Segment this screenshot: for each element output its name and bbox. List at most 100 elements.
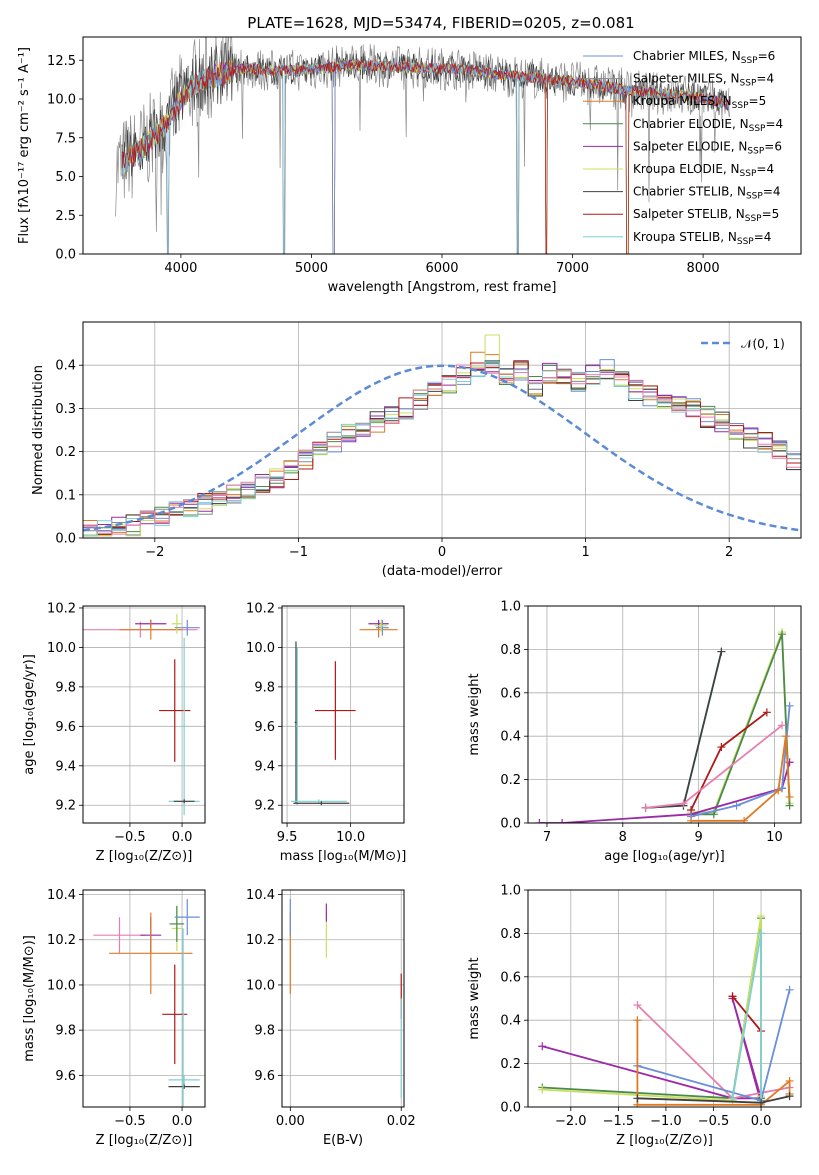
legend-label-main: Kroupa STELIB, N bbox=[633, 230, 737, 244]
weight-series-marker bbox=[740, 816, 749, 823]
y-tick-label: 10.0 bbox=[47, 93, 76, 108]
y-tick-label: 0.4 bbox=[500, 730, 521, 745]
x-tick-label: 0.0 bbox=[172, 1114, 193, 1129]
x-tick-label: 10 bbox=[766, 830, 783, 845]
y-tick-label: 0.6 bbox=[500, 970, 521, 985]
legend-label-eq: =4 bbox=[763, 185, 781, 199]
legend-label-eq: =6 bbox=[758, 49, 776, 63]
y-tick-label: 0.1 bbox=[55, 488, 76, 503]
weight-series-marker bbox=[538, 1085, 547, 1094]
spectrum-series-line bbox=[121, 58, 730, 254]
y-tick-label: 10.0 bbox=[47, 978, 76, 993]
legend-label-sub: SSP bbox=[749, 124, 766, 134]
y-tick-label: 10.2 bbox=[47, 933, 76, 948]
histogram-series-step bbox=[83, 360, 801, 535]
x-tick-label: 8000 bbox=[687, 261, 720, 276]
y-tick-label: 5.0 bbox=[55, 170, 76, 185]
weight-series-marker bbox=[728, 992, 737, 1001]
legend-label-main: Salpeter ELODIE, N bbox=[633, 139, 747, 153]
weight-series-marker bbox=[785, 1076, 794, 1085]
x-tick-label: −1.0 bbox=[650, 1114, 682, 1129]
weight-series-line bbox=[645, 651, 723, 809]
z-mass-panel: −0.5 0.0 9.6 9.8 10.0 10.2 10.4 Z [log₁₀(Z/Z⊙)]… bbox=[22, 888, 206, 1148]
plot-frame bbox=[82, 605, 206, 824]
weight-series-marker bbox=[633, 1016, 642, 1025]
x-tick-label: 10.0 bbox=[336, 830, 365, 845]
legend: Chabrier MILES, N SSP =6 Salpeter MILES, N S… bbox=[583, 49, 783, 247]
weight-series-marker bbox=[641, 803, 650, 812]
y-tick-label: 0.4 bbox=[500, 1014, 521, 1029]
errorbar-point bbox=[376, 619, 389, 636]
x-tick-label: 6000 bbox=[425, 261, 458, 276]
weight-series-marker bbox=[778, 721, 787, 730]
weight-series bbox=[641, 721, 787, 812]
weight-series-marker bbox=[633, 1001, 642, 1010]
weight-series-marker bbox=[687, 816, 696, 823]
y-axis-label: age [log₁₀(age/yr)] bbox=[22, 654, 37, 775]
weight-series-marker bbox=[778, 630, 787, 639]
x-tick-label: 4000 bbox=[164, 261, 197, 276]
weight-series-marker bbox=[717, 647, 726, 656]
legend-label: Chabrier ELODIE, NSSP=4 bbox=[633, 117, 783, 134]
weight-series-marker bbox=[757, 1098, 766, 1107]
y-axis-label: mass weight bbox=[467, 957, 482, 1039]
weight-series-marker bbox=[535, 819, 544, 823]
weight-series-marker bbox=[757, 912, 766, 921]
x-tick-label: 1 bbox=[581, 545, 589, 560]
y-tick-label: 2.5 bbox=[55, 209, 76, 224]
weight-series bbox=[687, 732, 794, 823]
x-tick-label: 9 bbox=[694, 830, 702, 845]
y-tick-label: 9.4 bbox=[254, 759, 275, 774]
legend-label: Salpeter STELIB, NSSP=5 bbox=[633, 207, 779, 224]
plot-frame bbox=[281, 605, 405, 824]
y-tick-label: 10.2 bbox=[47, 601, 76, 616]
weight-series bbox=[641, 647, 726, 812]
mass-age-panel: 9.5 10.0 9.2 9.4 9.6 9.8 10.0 10.2 mass [log₁₀(M… bbox=[246, 601, 406, 864]
spectrum-series-line bbox=[121, 59, 730, 254]
legend-label: Kroupa ELODIE, NSSP=4 bbox=[633, 162, 774, 179]
y-tick-label: 7.5 bbox=[55, 131, 76, 146]
weight-series-line bbox=[731, 933, 762, 1103]
x-axis-label: Z [log₁₀(Z/Z⊙)] bbox=[616, 1133, 713, 1148]
legend-label: Chabrier STELIB, NSSP=4 bbox=[633, 185, 781, 202]
weight-series-marker bbox=[785, 792, 794, 801]
errorbar-point bbox=[174, 899, 200, 936]
x-axis-label: Z [log₁₀(Z/Z⊙)] bbox=[96, 1133, 193, 1148]
weight-series-marker bbox=[757, 929, 766, 938]
legend-label-eq: =5 bbox=[762, 207, 780, 221]
errorbar-point bbox=[168, 1084, 200, 1089]
legend-label: Salpeter ELODIE, NSSP=6 bbox=[633, 139, 782, 156]
weight-series-marker bbox=[781, 732, 790, 741]
y-tick-label: 9.8 bbox=[254, 680, 275, 695]
legend-label-main: Chabrier STELIB, N bbox=[633, 185, 746, 199]
x-tick-label: 7 bbox=[543, 830, 551, 845]
histogram-series-step bbox=[83, 364, 801, 535]
x-tick-label: −0.5 bbox=[114, 830, 146, 845]
ebv-mass-panel: 0.00 0.02 9.6 9.8 10.0 10.2 10.4 E(B-V) bbox=[246, 888, 416, 1148]
legend-label-sub: SSP bbox=[745, 214, 762, 224]
x-tick-label: 0 bbox=[438, 545, 446, 560]
legend-label: Kroupa MILES, NSSP=5 bbox=[633, 94, 766, 111]
weight-series-line bbox=[645, 651, 723, 809]
legend-label-eq: =4 bbox=[756, 162, 774, 176]
spectrum-panel: 4000 5000 6000 7000 8000 0.0 2.5 5.0 7.5 10.0 12.5… bbox=[17, 36, 802, 295]
errorbar-point bbox=[182, 928, 185, 1107]
y-axis-label: mass [log₁₀(M/M⊙)] bbox=[22, 935, 37, 1062]
residuals-histogram-panel: −2 −1 0 1 2 0.0 0.1 0.2 0.3 0.4 (data-model)/error… bbox=[31, 321, 802, 579]
y-tick-label: 9.2 bbox=[254, 799, 275, 814]
weight-series-marker bbox=[785, 701, 794, 710]
weight-series-line bbox=[542, 998, 763, 1103]
legend-label-main: Chabrier MILES, N bbox=[633, 49, 741, 63]
z-age-panel: −0.5 0.0 9.2 9.4 9.6 9.8 10.0 10.2 Z [log₁₀(Z/Z⊙… bbox=[22, 601, 206, 864]
y-tick-label: 0.0 bbox=[500, 1101, 521, 1116]
legend-label-main: Salpeter MILES, N bbox=[633, 72, 740, 86]
x-tick-label: −0.5 bbox=[698, 1114, 730, 1129]
weight-series-marker bbox=[785, 1092, 794, 1101]
errorbar-point bbox=[293, 801, 350, 806]
y-tick-label: 10.2 bbox=[246, 601, 275, 616]
weight-series bbox=[538, 914, 766, 1103]
x-tick-label: 0.0 bbox=[751, 1114, 772, 1129]
y-tick-label: 0.2 bbox=[500, 773, 521, 788]
errorbar-point bbox=[109, 912, 193, 994]
